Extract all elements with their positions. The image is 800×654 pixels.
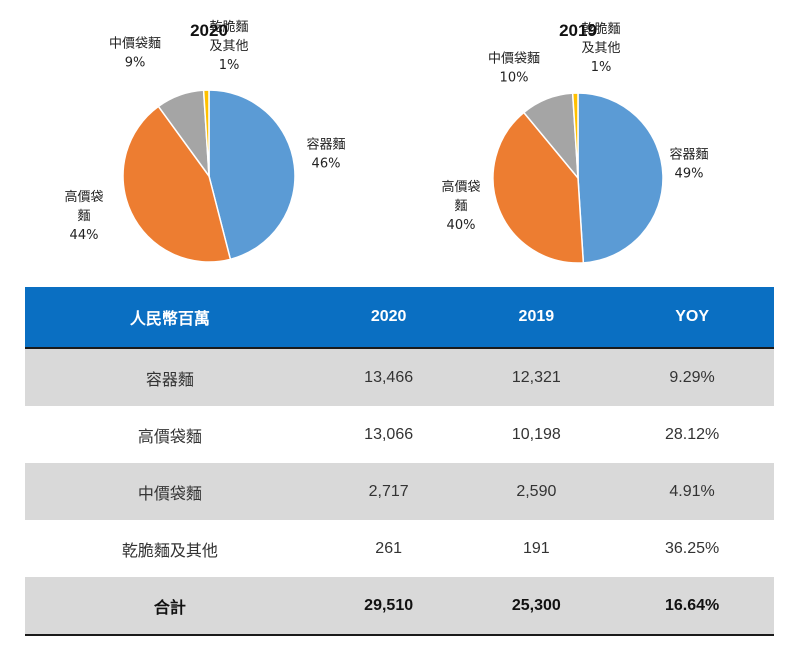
- table-row: 中價袋麵 2,717 2,590 4.91%: [25, 463, 774, 520]
- total-label: 合計: [25, 577, 315, 636]
- pie-slice: [208, 89, 296, 261]
- value-yoy: 4.91%: [610, 463, 774, 520]
- header-cell: 2019: [462, 287, 611, 349]
- value-yoy: 9.29%: [610, 348, 774, 406]
- value-2020: 261: [375, 539, 402, 557]
- pie-slice: [571, 92, 579, 179]
- pie-slice: [202, 89, 210, 177]
- value-2019: 2,590: [462, 463, 611, 520]
- pie-chart-2019: 容器麵 49% 高價袋麵 40% 中價袋麵 10% 乾脆麵及其他 1%2019: [441, 21, 709, 264]
- table-row: 容器麵 13,466 12,321 9.29%: [25, 348, 774, 406]
- slice-data-label: 高價袋麵 44%: [64, 189, 103, 243]
- value-2019: 12,321: [462, 348, 611, 406]
- header-cell: YOY: [610, 287, 774, 349]
- row-label: 高價袋麵: [137, 426, 202, 446]
- pie-slice: [577, 92, 664, 264]
- pie-slice: [492, 111, 585, 264]
- total-yoy: 16.64%: [610, 577, 774, 636]
- slice-data-label: 容器麵 46%: [306, 137, 345, 172]
- total-2020: 29,510: [314, 577, 463, 636]
- sales-table: 人民幣百萬 2020 2019 YOY 容器麵 13,466 12,321 9.…: [25, 287, 774, 636]
- table-row: 乾脆麵及其他 261 191 36.25%: [25, 520, 774, 577]
- pie-title: 2020: [190, 21, 228, 40]
- value-2020: 13,066: [364, 425, 414, 443]
- pie-title: 2019: [559, 21, 597, 40]
- row-label: 中價袋麵: [25, 463, 315, 520]
- slice-data-label: 乾脆麵及其他 1%: [209, 19, 248, 73]
- slice-data-label: 高價袋麵 40%: [441, 179, 480, 233]
- slice-data-label: 中價袋麵 10%: [488, 52, 540, 86]
- total-row: 合計 29,510 25,300 16.64%: [25, 577, 774, 636]
- header-cell: 人民幣百萬: [25, 287, 315, 349]
- slice-data-label: 乾脆麵及其他 1%: [581, 21, 620, 75]
- pie-chart-2020: 容器麵 46% 高價袋麵 44% 中價袋麵 9% 乾脆麵及其他 1%2020: [64, 19, 346, 263]
- pie-slice: [122, 105, 232, 263]
- value-yoy: 28.12%: [664, 425, 720, 443]
- slice-data-label: 中價袋麵 9%: [109, 37, 161, 71]
- slice-data-label: 容器麵 49%: [669, 147, 708, 182]
- row-label: 乾脆麵及其他: [121, 540, 218, 560]
- table-row: 高價袋麵 13,066 10,198 28.12%: [25, 406, 774, 463]
- value-2020: 2,717: [314, 463, 463, 520]
- value-2019: 191: [523, 539, 550, 557]
- row-label: 容器麵: [25, 348, 315, 406]
- header-cell: 2020: [314, 287, 463, 349]
- value-2020: 13,466: [314, 348, 463, 406]
- value-2019: 10,198: [511, 425, 561, 443]
- pie-charts-area: 容器麵 46%高價袋麵 44%中價袋麵 9%乾脆麵及其他 1%2020 容器麵 49%高價…: [64, 19, 709, 264]
- table-header-row: 人民幣百萬 2020 2019 YOY: [25, 287, 774, 349]
- value-yoy: 36.25%: [664, 539, 720, 557]
- total-2019: 25,300: [462, 577, 611, 636]
